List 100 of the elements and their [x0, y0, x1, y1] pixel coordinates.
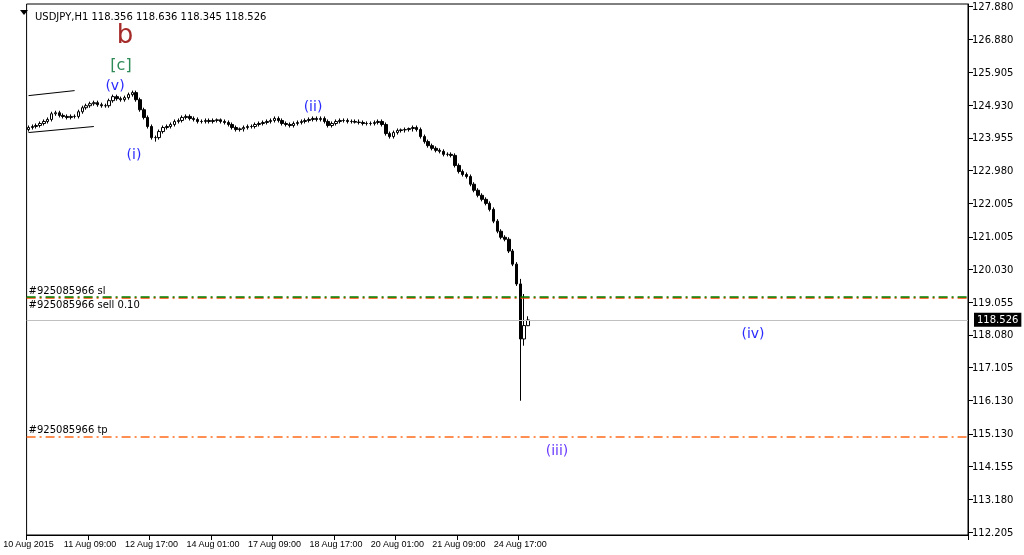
candlestick — [111, 94, 115, 104]
ref-line-label: #925085966 tp — [28, 424, 108, 436]
candlestick — [253, 121, 257, 130]
candlestick — [373, 119, 376, 127]
candlestick — [115, 94, 119, 102]
ref-line-label: #925085966 sell 0.10 — [28, 299, 140, 311]
candlestick — [307, 116, 311, 123]
y-tick-label: 120.030 — [972, 264, 1014, 275]
candlestick — [273, 115, 276, 123]
x-tick-label: 18 Aug 17:00 — [309, 538, 363, 549]
candlestick — [77, 109, 80, 119]
annotation: (i) — [126, 146, 142, 162]
candlestick — [230, 121, 234, 131]
candlestick — [288, 121, 292, 129]
candlestick — [238, 127, 242, 133]
candlestick — [65, 113, 69, 120]
y-tick-label: 117.105 — [972, 362, 1014, 374]
candlestick — [300, 118, 303, 125]
ref-line-label: 118.526 — [977, 314, 1019, 326]
candlestick — [46, 116, 49, 124]
y-tick-label: 123.955 — [972, 132, 1014, 144]
candlestick — [180, 114, 184, 123]
candlestick — [188, 113, 192, 121]
candlestick — [326, 118, 330, 129]
candlestick — [438, 147, 441, 154]
candlestick — [242, 125, 245, 133]
candlestick — [284, 120, 288, 128]
y-tick-label: 114.155 — [972, 461, 1014, 473]
candlestick — [426, 139, 430, 149]
candlestick — [396, 128, 399, 136]
y-tick-label: 115.130 — [972, 428, 1014, 440]
y-tick-label: 125.905 — [972, 66, 1014, 78]
candlestick — [269, 117, 272, 124]
candlestick — [257, 120, 261, 128]
x-tick-label: 10 Aug 2015 — [3, 538, 54, 549]
candlestick — [280, 117, 284, 127]
candlestick — [81, 105, 84, 115]
candlestick — [107, 98, 111, 109]
annotation: (iv) — [741, 325, 765, 341]
y-tick-label: 119.055 — [972, 296, 1014, 308]
annotation: (iii) — [545, 442, 569, 458]
y-tick-label: 124.930 — [972, 99, 1014, 111]
candlestick — [184, 113, 188, 120]
x-tick-label: 14 Aug 01:00 — [186, 538, 240, 549]
candlestick — [384, 121, 388, 137]
candlestick — [169, 121, 172, 130]
y-tick-label: 116.130 — [972, 394, 1014, 406]
x-tick-label: 24 Aug 17:00 — [493, 538, 547, 549]
x-tick-label: 12 Aug 17:00 — [124, 538, 179, 549]
y-tick-label: 112.205 — [972, 526, 1014, 538]
candlestick — [192, 115, 195, 122]
candlestick — [100, 102, 103, 109]
candlestick — [223, 118, 226, 125]
annotation: [c] — [110, 54, 132, 74]
candlestick — [61, 112, 65, 119]
y-tick-label: 118.080 — [972, 329, 1014, 341]
candlestick — [96, 100, 99, 108]
candlestick — [277, 115, 280, 123]
candlestick — [323, 115, 326, 124]
candlestick — [165, 124, 169, 131]
candlestick — [88, 101, 92, 109]
candlestick — [84, 103, 88, 111]
candlestick — [119, 96, 122, 103]
candlestick — [292, 120, 295, 129]
candlestick — [407, 127, 411, 133]
candlestick — [157, 129, 161, 141]
candlestick — [261, 119, 265, 127]
y-tick-label: 113.180 — [972, 493, 1014, 505]
candlestick — [303, 117, 307, 124]
candlestick — [346, 117, 349, 124]
y-tick-label: 127.880 — [972, 0, 1014, 12]
candlestick — [357, 118, 361, 125]
candlestick — [234, 125, 238, 133]
candlestick — [419, 127, 422, 140]
candlestick — [38, 120, 42, 129]
candlestick — [265, 118, 269, 125]
annotation: (ii) — [303, 98, 323, 114]
candlestick — [480, 192, 484, 202]
candlestick — [211, 117, 215, 124]
y-tick-label: 122.980 — [972, 164, 1014, 176]
candlestick — [69, 113, 73, 120]
candlestick — [338, 117, 342, 124]
candlestick — [361, 119, 365, 127]
y-tick-label: 122.005 — [972, 197, 1014, 209]
candlestick — [219, 117, 222, 124]
x-tick-label: 11 Aug 09:00 — [63, 538, 117, 549]
candlestick — [334, 118, 338, 127]
candlestick — [131, 90, 134, 98]
ref-line-label: #925085966 sl — [28, 284, 106, 296]
candlestick — [330, 120, 334, 129]
candlestick — [123, 95, 126, 103]
candlestick — [430, 143, 434, 151]
candlestick — [58, 110, 61, 118]
candlestick — [315, 115, 318, 122]
annotation: b — [116, 19, 134, 49]
candlestick — [196, 116, 199, 124]
candlestick — [353, 118, 357, 124]
x-tick-label: 17 Aug 09:00 — [247, 538, 301, 549]
candlestick — [376, 118, 380, 125]
y-tick-label: 126.880 — [972, 34, 1014, 46]
